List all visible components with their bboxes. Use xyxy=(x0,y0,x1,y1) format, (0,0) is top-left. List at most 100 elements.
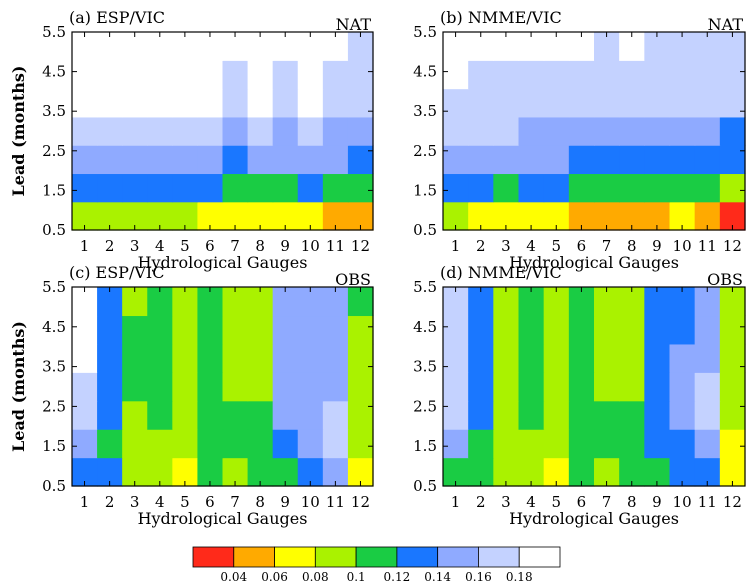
heatmap-cell xyxy=(719,400,746,430)
heatmap-cell xyxy=(518,88,545,118)
heatmap-cell xyxy=(72,88,98,118)
heatmap-cell xyxy=(97,173,123,203)
heatmap-cell xyxy=(719,145,746,175)
heatmap-cell xyxy=(568,400,595,430)
heatmap-cell xyxy=(468,145,494,175)
heatmap-cell xyxy=(197,116,224,146)
corner-label: OBS xyxy=(707,270,743,289)
heatmap-cell xyxy=(197,60,224,90)
x-tick-label: 7 xyxy=(230,237,240,255)
heatmap-cell xyxy=(247,372,274,402)
heatmap-cell xyxy=(322,343,349,373)
heatmap-cell xyxy=(594,400,620,430)
heatmap-cell xyxy=(347,60,374,90)
heatmap-cell xyxy=(247,400,274,430)
heatmap-cell xyxy=(619,116,645,146)
heatmap-cell xyxy=(97,60,123,90)
heatmap-cell xyxy=(172,60,199,90)
heatmap-cell xyxy=(568,60,595,90)
colorbar-swatch xyxy=(437,546,479,568)
heatmap-cell xyxy=(443,88,469,118)
heatmap-cell xyxy=(297,60,324,90)
heatmap-cell xyxy=(694,145,721,175)
x-tick-label: 10 xyxy=(301,493,320,511)
x-tick-label: 11 xyxy=(698,237,717,255)
panel-3: 0.51.52.53.54.55.51 2 3 4 5 6 7 8 9 10 11 12Hydrolo… xyxy=(9,263,374,528)
y-tick-label: 1.5 xyxy=(413,181,437,199)
colorbar-tick-label: 0.16 xyxy=(465,570,492,584)
heatmap-cell xyxy=(669,60,696,90)
x-tick-label: 10 xyxy=(673,237,692,255)
heatmap-cell xyxy=(147,343,173,373)
heatmap-cell xyxy=(619,173,645,203)
colorbar-tick-label: 0.14 xyxy=(424,570,451,584)
heatmap-cell xyxy=(543,116,570,146)
heatmap-cell xyxy=(619,60,645,90)
heatmap-cell xyxy=(322,88,349,118)
x-tick-label: 11 xyxy=(326,237,345,255)
heatmap-cell xyxy=(322,400,349,430)
heatmap-cell xyxy=(122,372,148,402)
y-tick-label: 5.5 xyxy=(42,23,66,41)
heatmap-cell xyxy=(669,400,696,430)
heatmap-cell xyxy=(147,315,173,345)
heatmap-cell xyxy=(347,88,374,118)
colorbar-tick-label: 0.06 xyxy=(261,570,288,584)
heatmap-cell xyxy=(694,400,721,430)
heatmap-cell xyxy=(197,145,224,175)
heatmap-cell xyxy=(72,116,98,146)
heatmap-cell xyxy=(347,116,374,146)
heatmap-cell xyxy=(297,88,324,118)
heatmap-cell xyxy=(543,145,570,175)
heatmap-cell xyxy=(493,429,520,459)
heatmap-cell xyxy=(247,116,274,146)
x-axis-label: Hydrological Gauges xyxy=(509,253,679,272)
heatmap-cell xyxy=(147,173,173,203)
heatmap-cell xyxy=(594,343,620,373)
heatmap-cell xyxy=(493,116,520,146)
y-tick-label: 0.5 xyxy=(42,221,66,239)
heatmap-cell xyxy=(222,372,249,402)
heatmap-cell xyxy=(272,343,299,373)
heatmap-cell xyxy=(619,429,645,459)
heatmap-cell xyxy=(719,343,746,373)
heatmap-cell xyxy=(594,145,620,175)
heatmap-cell xyxy=(694,116,721,146)
heatmap-cell xyxy=(272,173,299,203)
y-tick-label: 3.5 xyxy=(42,102,66,120)
heatmap-cell xyxy=(694,88,721,118)
x-tick-label: 10 xyxy=(673,493,692,511)
x-tick-label: 2 xyxy=(105,493,115,511)
panel-1: 0.51.52.53.54.55.51 2 3 4 5 6 7 8 9 10 11 12Hydrolo… xyxy=(9,8,374,272)
x-tick-label: 8 xyxy=(255,237,265,255)
colorbar: 0.04 0.06 0.08 0.1 0.12 0.14 0.16 0.18 xyxy=(192,546,561,584)
x-tick-label: 5 xyxy=(180,493,190,511)
heatmap-cell xyxy=(272,88,299,118)
plot-frame xyxy=(442,286,746,487)
heatmap-cell xyxy=(594,372,620,402)
x-tick-label: 2 xyxy=(105,237,115,255)
heatmap-cell xyxy=(247,60,274,90)
heatmap-cell xyxy=(97,400,123,430)
x-tick-label: 2 xyxy=(476,493,486,511)
heatmap-cell xyxy=(619,400,645,430)
x-tick-label: 9 xyxy=(280,493,290,511)
x-tick-label: 8 xyxy=(627,493,637,511)
heatmap-cell xyxy=(644,372,671,402)
heatmap-cell xyxy=(518,315,545,345)
heatmap-cell xyxy=(694,429,721,459)
heatmap-cell xyxy=(543,88,570,118)
panel-2: 0.51.52.53.54.55.51 2 3 4 5 6 7 8 9 10 11 12Hydrolo… xyxy=(413,8,746,272)
heatmap-cell xyxy=(297,400,324,430)
y-axis-label: Lead (months) xyxy=(9,321,28,452)
heatmap-cell xyxy=(272,116,299,146)
x-tick-label: 7 xyxy=(230,493,240,511)
heatmap-cell xyxy=(543,315,570,345)
heatmap-cell xyxy=(443,60,469,90)
heatmap-cell xyxy=(197,315,224,345)
colorbar-tick-label: 0.1 xyxy=(347,570,366,584)
heatmap-cell xyxy=(347,372,374,402)
heatmap-cell xyxy=(172,88,199,118)
heatmap-cell xyxy=(443,116,469,146)
heatmap-cell xyxy=(122,400,148,430)
